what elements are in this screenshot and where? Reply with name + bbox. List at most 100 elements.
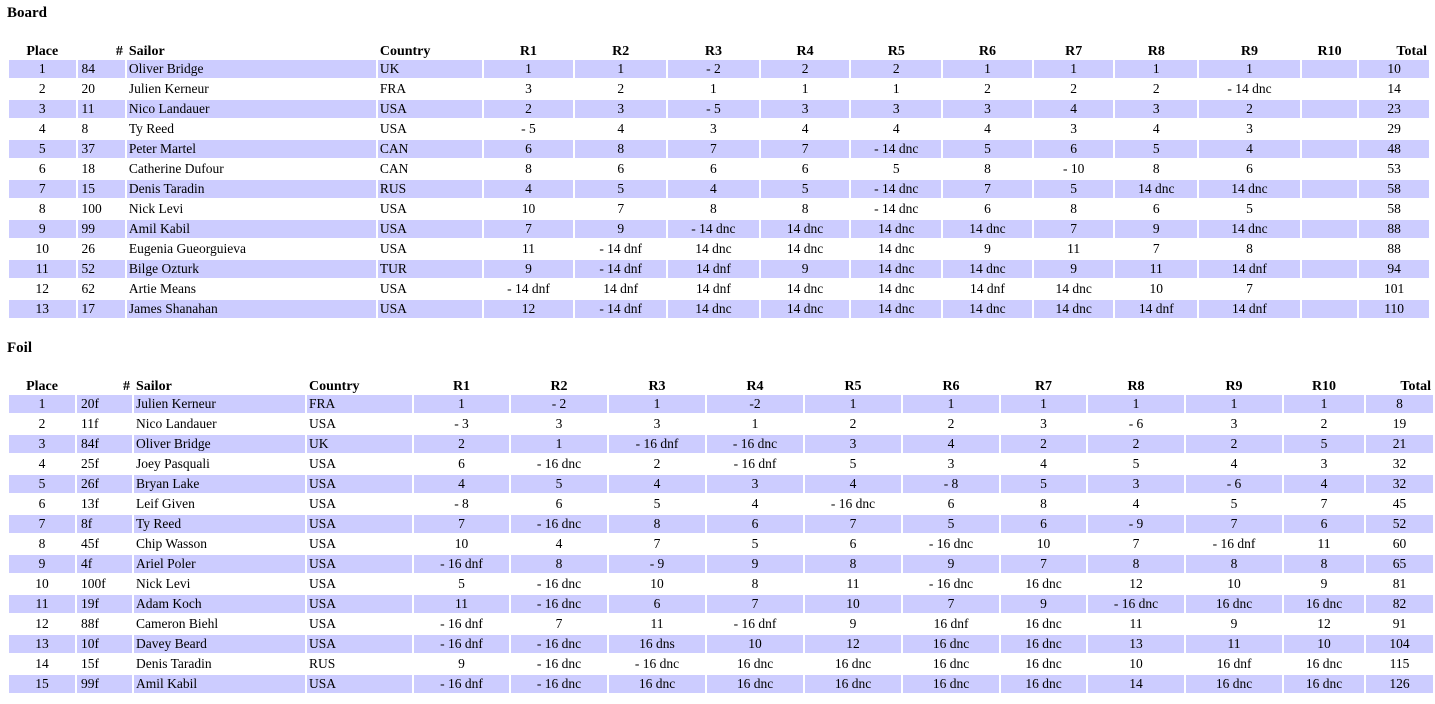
board-cell-country: RUS [377,180,482,200]
board-cell-sailor: James Shanahan [126,300,376,320]
foil-cell-sailor: Ty Reed [134,515,305,535]
foil-header-sail-number: # [123,379,130,394]
foil-cell-sail-number: 26f [77,475,132,495]
board-cell-r4: 5 [760,180,850,200]
table-row: 9 4f Ariel Poler USA - 16 dnf 8- 9 9 8 9 7 8 8 8 65 [9,555,1433,575]
foil-cell-r1: 7 [414,515,509,535]
board-cell-r7: 3 [1033,120,1114,140]
foil-cell-r9: 4 [1186,455,1282,475]
foil-cell-r2: 8 [511,555,607,575]
foil-cell-r7: 16 dnc [1001,575,1086,595]
foil-cell-sail-number: 99f [77,675,132,695]
foil-cell-r3: - 9 [609,555,705,575]
board-cell-r2: 6 [575,160,667,180]
board-header-r7: R7 [1065,44,1083,59]
board-cell-r7: 2 [1033,80,1114,100]
foil-cell-r10: 6 [1284,515,1364,535]
board-cell-r3: 1 [668,80,759,100]
board-cell-r7: 1 [1033,60,1114,80]
board-cell-place: 13 [9,300,76,320]
foil-cell-country: USA [307,455,412,475]
foil-cell-r6: 4 [903,435,999,455]
board-cell-r10 [1301,160,1358,180]
board-cell-place: 7 [9,180,76,200]
foil-cell-sail-number: 19f [77,595,132,615]
foil-cell-r5: 5 [805,455,901,475]
foil-cell-total: 19 [1366,415,1433,435]
board-cell-r1: 8 [483,160,574,180]
board-cell-r7: 6 [1033,140,1114,160]
board-header-place: Place [26,44,59,59]
foil-cell-r8: 2 [1088,435,1184,455]
board-cell-r10 [1301,200,1358,220]
table-row: 1 20f Julien Kerneur FRA 1- 2 1 -2 1 1 1 1 1 1 8 [9,395,1433,415]
board-cell-r1: 6 [483,140,574,160]
foil-cell-sailor: Julien Kerneur [134,395,305,415]
board-cell-r3: 14 dnc [668,300,759,320]
board-cell-sail-number: 62 [77,280,125,300]
foil-cell-r4: 9 [707,555,803,575]
foil-cell-place: 3 [9,435,75,455]
foil-cell-place: 1 [9,395,75,415]
board-cell-sailor: Julien Kerneur [126,80,376,100]
table-row: 4 8 Ty Reed USA - 5 4 3 4 4 4 3 4 3 29 [9,120,1429,140]
board-header-r6: R6 [978,44,997,59]
foil-cell-r10: 4 [1284,475,1364,495]
foil-cell-r9: 5 [1186,495,1282,515]
board-cell-r7: 4 [1033,100,1114,120]
board-cell-r9: 7 [1199,280,1300,300]
foil-cell-r5: 9 [805,615,901,635]
board-header-sailor: Sailor [128,44,165,59]
board-section-title: Board [7,5,48,21]
foil-cell-total: 104 [1366,635,1433,655]
board-cell-r3: 8 [668,200,759,220]
foil-cell-r4: 16 dnc [707,655,803,675]
board-cell-r3: 6 [668,160,759,180]
board-cell-r4: 14 dnc [760,240,850,260]
board-cell-r5: 14 dnc [851,300,942,320]
foil-cell-r2: 7 [511,615,607,635]
foil-cell-r3: 3 [609,415,705,435]
board-cell-r1: 1 [483,60,574,80]
table-row: 8 100 Nick Levi USA 10 7 8 8- 14 dnc 6 8 6 5 58 [9,200,1429,220]
board-cell-place: 6 [9,160,76,180]
foil-cell-r7: 4 [1001,455,1086,475]
board-cell-r5: - 14 dnc [851,200,942,220]
board-cell-country: USA [377,300,482,320]
board-cell-r8: 14 dnf [1115,300,1198,320]
board-cell-country: CAN [377,160,482,180]
foil-cell-r1: 4 [414,475,509,495]
foil-cell-r4: 1 [707,415,803,435]
foil-cell-r8: 3 [1088,475,1184,495]
board-cell-r2: 5 [575,180,667,200]
foil-cell-r3: 5 [609,495,705,515]
board-cell-sailor: Nick Levi [126,200,376,220]
foil-cell-r6: 16 dnc [903,655,999,675]
foil-cell-r4: 7 [707,595,803,615]
foil-cell-r7: 9 [1001,595,1086,615]
board-cell-country: USA [377,220,482,240]
table-row: 2 20 Julien Kerneur FRA 3 2 1 1 1 2 2 2- 14 dnc 14 [9,80,1429,100]
foil-cell-sail-number: 88f [77,615,132,635]
foil-cell-r9: 16 dnc [1186,595,1282,615]
foil-cell-place: 8 [9,535,75,555]
foil-cell-place: 14 [9,655,75,675]
foil-cell-r9: 10 [1186,575,1282,595]
foil-cell-country: USA [307,415,412,435]
foil-header-r4: R4 [746,379,764,394]
board-cell-sail-number: 18 [77,160,125,180]
foil-cell-r3: 1 [609,395,705,415]
board-cell-r10 [1301,100,1358,120]
board-cell-r2: 8 [575,140,667,160]
foil-cell-total: 21 [1366,435,1433,455]
board-cell-r9: 14 dnf [1199,300,1300,320]
table-row: 10 100f Nick Levi USA 5- 16 dnc 10 8 11- 16 dnc… [9,575,1433,595]
foil-cell-sailor: Cameron Biehl [134,615,305,635]
foil-cell-sailor: Chip Wasson [134,535,305,555]
foil-header-r2: R2 [550,379,568,394]
foil-cell-country: USA [307,575,412,595]
board-cell-place: 3 [9,100,76,120]
foil-cell-r8: 11 [1088,615,1184,635]
board-cell-r4: 14 dnc [760,220,850,240]
foil-cell-r10: 16 dnc [1284,655,1364,675]
